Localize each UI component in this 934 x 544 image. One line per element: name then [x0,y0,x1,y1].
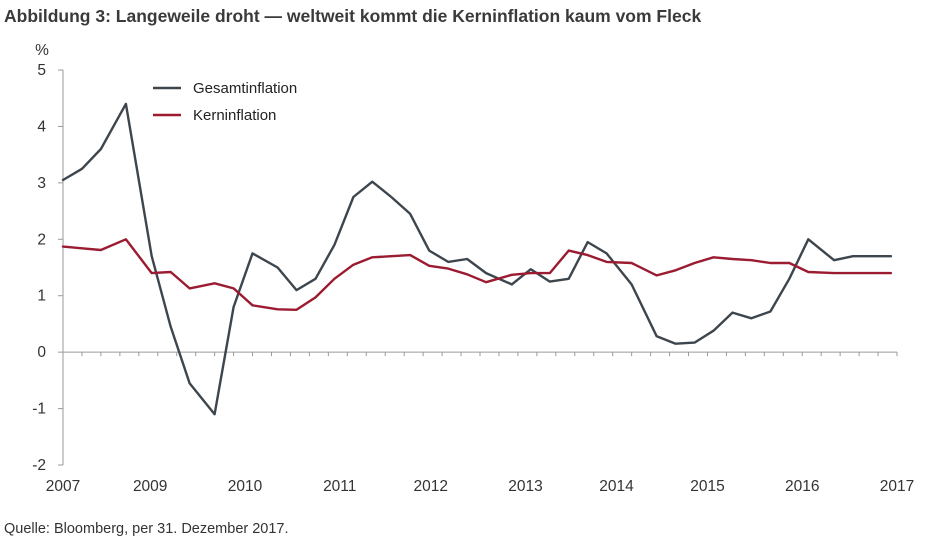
x-tick-label: 2007 [46,478,80,495]
y-tick-label: 5 [37,62,46,79]
x-tick-label: 2014 [599,478,634,495]
series-line-gesamtinflation [61,102,893,416]
legend-label: Gesamtinflation [193,80,297,97]
x-tick-label: 2015 [690,478,724,495]
y-tick-label: 4 [37,118,46,135]
series-line-kerninflation [61,238,893,311]
x-tick-label: 2009 [133,478,167,495]
x-tick-label: 2012 [413,478,447,495]
y-tick-label: 0 [37,344,46,361]
x-tick-label: 2013 [508,478,542,495]
x-tick-label: 2010 [228,478,263,495]
x-tick-label: 2017 [880,478,914,495]
legend-label: Kerninflation [193,107,276,124]
chart-title: Abbildung 3: Langeweile droht — weltweit… [4,6,702,26]
y-tick-label: 2 [37,231,46,248]
chart-source-note: Quelle: Bloomberg, per 31. Dezember 2017… [4,521,289,537]
chart-legend: Gesamtinflation Kerninflation [153,80,297,124]
y-axis-unit-label: % [35,42,49,59]
x-tick-label: 2011 [323,478,356,495]
y-tick-label: -2 [32,457,46,474]
y-tick-label: 3 [37,175,46,192]
y-tick-label: -1 [32,401,46,418]
y-tick-label: 1 [37,288,46,305]
chart-series [61,102,893,416]
x-tick-label: 2016 [785,478,819,495]
